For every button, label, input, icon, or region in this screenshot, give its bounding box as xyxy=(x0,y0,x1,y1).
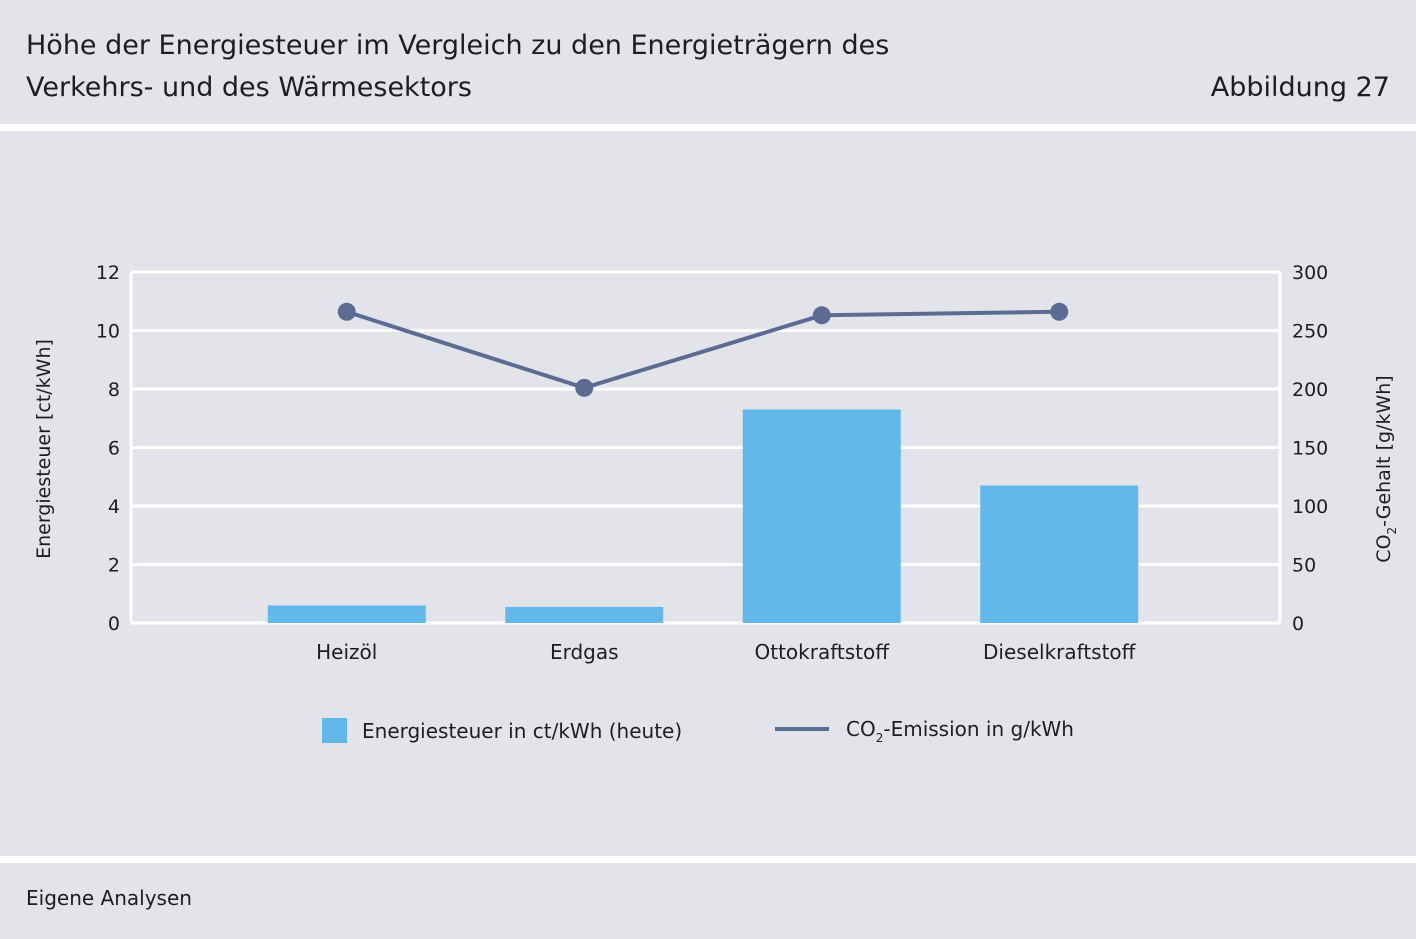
category-label: Heizöl xyxy=(316,640,377,664)
bar xyxy=(742,409,901,623)
gridlines xyxy=(129,270,1282,625)
y-left-tick-label: 4 xyxy=(108,496,120,518)
y-left-tick-label: 12 xyxy=(96,262,120,284)
y-left-tick-label: 8 xyxy=(108,379,120,401)
y-right-tick-label: 250 xyxy=(1292,321,1328,343)
y-left-tick-label: 10 xyxy=(96,321,120,343)
line-series-path xyxy=(346,309,1060,390)
footer-panel xyxy=(0,863,1416,939)
source-note: Eigene Analysen xyxy=(26,886,192,910)
line-point xyxy=(575,378,594,397)
category-label: Erdgas xyxy=(550,640,619,664)
line-point xyxy=(1050,302,1069,321)
line-series xyxy=(337,302,1069,397)
chart-panel xyxy=(0,131,1416,856)
chart-title-line-2: Verkehrs- und des Wärmesektors xyxy=(26,72,472,103)
legend: Energiesteuer in ct/kWh (heute) CO2-Emis… xyxy=(322,717,1074,745)
y-right-tick-label: 200 xyxy=(1292,379,1328,401)
header-panel: Höhe der Energiesteuer im Vergleich zu d… xyxy=(0,0,1416,124)
bar-series xyxy=(267,409,1139,623)
bar xyxy=(267,605,426,623)
y-right-tick-label: 300 xyxy=(1292,262,1328,284)
y-right-tick-label: 100 xyxy=(1292,496,1328,518)
y-left-tick-label: 6 xyxy=(108,438,120,460)
category-label: Dieselkraftstoff xyxy=(983,640,1137,664)
y-right-tick-label: 150 xyxy=(1292,438,1328,460)
bar xyxy=(980,485,1139,623)
y-axis-right-title-sub: 2 xyxy=(1385,527,1399,535)
category-labels: Heizöl Erdgas Ottokraftstoff Dieselkraftsto… xyxy=(316,640,1137,664)
y-right-tick-label: 0 xyxy=(1292,613,1304,635)
bar xyxy=(505,606,664,623)
line-point xyxy=(337,302,356,321)
y-axis-right-title-rest: -Gehalt [g/kWh] xyxy=(1373,375,1395,527)
figure-label: Abbildung 27 xyxy=(1210,72,1390,103)
y-left-tick-label: 0 xyxy=(108,613,120,635)
y-axis-left-title: Energiesteuer [ct/kWh] xyxy=(33,339,55,559)
y-axis-right-title-co: CO xyxy=(1373,534,1395,562)
line-point xyxy=(812,306,831,325)
legend-line-label-rest: -Emission in g/kWh xyxy=(883,717,1074,741)
chart-title-line-1: Höhe der Energiesteuer im Vergleich zu d… xyxy=(26,30,890,61)
legend-bar-label: Energiesteuer in ct/kWh (heute) xyxy=(362,719,682,743)
y-right-tick-label: 50 xyxy=(1292,555,1316,577)
legend-line-label-co: CO xyxy=(846,717,876,741)
legend-bar-swatch xyxy=(322,718,347,743)
y-left-tick-label: 2 xyxy=(108,555,120,577)
category-label: Ottokraftstoff xyxy=(754,640,890,664)
y-axis-right-title: CO2-Gehalt [g/kWh] xyxy=(1373,375,1399,562)
legend-line-label: CO2-Emission in g/kWh xyxy=(846,717,1074,745)
legend-line-label-sub: 2 xyxy=(876,731,884,745)
